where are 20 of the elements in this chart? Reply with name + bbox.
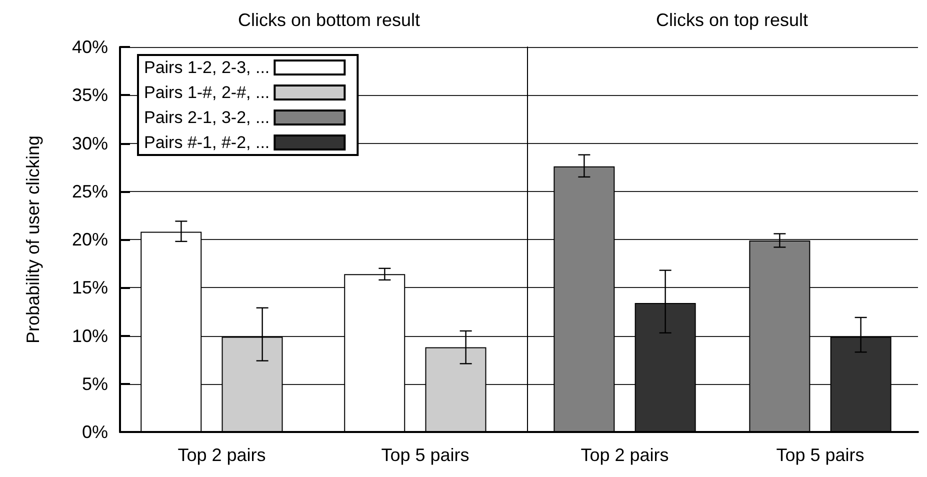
y-tick-label: 35% [72,85,108,106]
y-tick-label: 25% [72,181,108,202]
chart-title: Clicks on top result [656,10,808,30]
y-tick-label: 20% [72,230,108,250]
y-tick-label: 10% [72,326,108,346]
y-axis-title: Probability of user clicking [23,135,43,344]
legend-label: Pairs 1-#, 2-#, ... [144,83,270,102]
text: Pairs #-1, #-2, ... [144,133,270,152]
y-tick-label: 15% [72,278,108,298]
text: Pairs 2-1, 3-2, ... [144,108,270,127]
y-tick-label: 40% [72,37,108,57]
y-tick-label: 0% [82,422,108,442]
y-tick-label: 5% [82,374,108,394]
chart-title: Clicks on bottom result [238,10,420,30]
x-tick-label: Top 5 pairs [381,445,470,465]
legend-label: Pairs 1-2, 2-3, ... [144,58,270,77]
x-tick-label: Top 2 pairs [580,445,669,465]
y-tick-label: 30% [72,133,108,154]
x-tick-label: Top 2 pairs [178,445,266,465]
x-tick-label: Top 5 pairs [776,445,864,465]
